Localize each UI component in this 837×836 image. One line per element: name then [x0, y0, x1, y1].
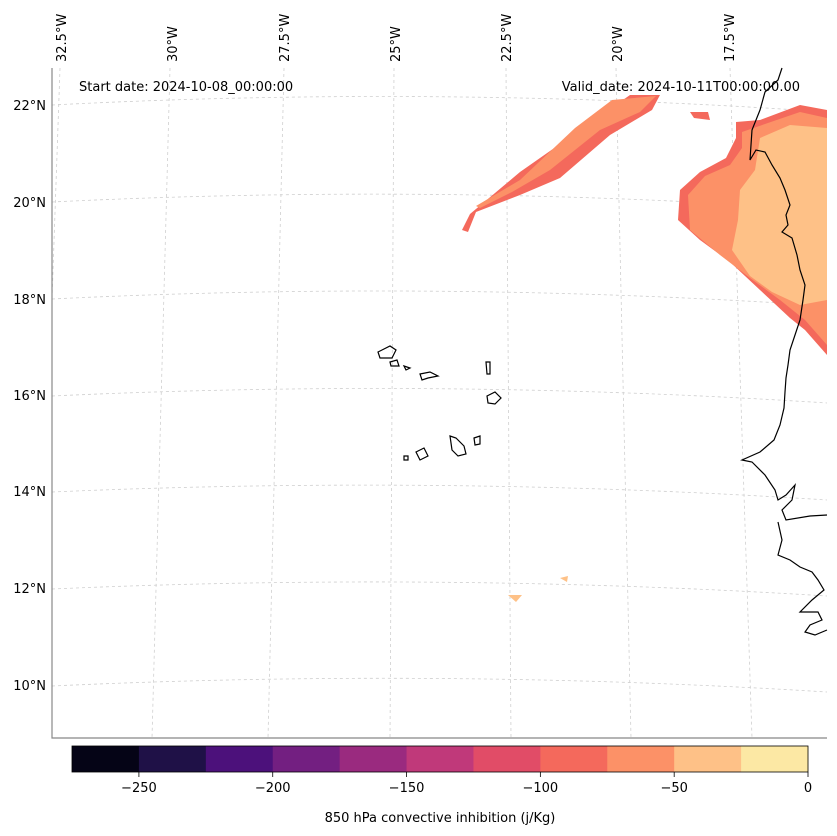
lat-gridline-20n	[51, 193, 828, 211]
lat-gridline-18n	[51, 290, 828, 307]
island-santiago	[449, 435, 467, 457]
lat-label-18n: 18°N	[13, 293, 46, 308]
colorbar-tick-label: −100	[523, 781, 559, 796]
colorbar-ticks: −250 −200 −150 −100 −50 0	[121, 772, 812, 796]
island-sao-nicolau	[419, 371, 440, 381]
colorbar-tick-label: 0	[804, 781, 812, 796]
lon-label-20w: 20°W	[611, 26, 626, 62]
map-frame	[51, 68, 827, 739]
guinea-bissau-coastline	[777, 521, 828, 636]
island-brava	[403, 455, 409, 461]
colorbar-segment	[406, 746, 474, 772]
lon-gridline-20w	[615, 67, 632, 739]
lon-label-22-5w: 22.5°W	[500, 14, 515, 62]
colorbar-label: 850 hPa convective inhibition (j/Kg)	[325, 811, 556, 826]
lon-label-30w: 30°W	[166, 26, 181, 62]
lat-label-12n: 12°N	[13, 582, 46, 597]
lon-gridline-27-5w	[267, 67, 285, 739]
contour-band-mid	[476, 96, 656, 208]
colorbar-segment	[674, 746, 742, 772]
island-maio	[473, 435, 481, 446]
island-santo-antao	[377, 345, 397, 359]
colorbar-segment	[138, 746, 207, 772]
colorbar-segment	[741, 746, 809, 772]
graticule	[51, 67, 828, 739]
island-boa-vista	[486, 391, 502, 405]
lat-gridline-10n	[51, 677, 828, 693]
colorbar-segment	[72, 746, 140, 772]
colorbar: −250 −200 −150 −100 −50 0 850 hPa convective …	[71, 745, 812, 826]
colorbar-outline	[71, 745, 809, 773]
lon-label-27-5w: 27.5°W	[278, 14, 293, 62]
colorbar-tick-label: −250	[121, 781, 157, 796]
lat-label-10n: 10°N	[13, 679, 46, 694]
island-santa-luzia	[402, 364, 412, 371]
colorbar-segment	[540, 746, 608, 772]
colorbar-tick-label: −50	[660, 781, 687, 796]
lon-gridline-17-5w	[729, 67, 753, 739]
contour-patch-south-a	[508, 595, 522, 602]
lon-gridline-30w	[151, 67, 171, 739]
colorbar-segments	[72, 746, 809, 772]
longitude-labels: 32.5°W 30°W 27.5°W 25°W 22.5°W 20°W 17.5…	[55, 14, 738, 62]
colorbar-tick-label: −150	[389, 781, 425, 796]
island-sal	[485, 361, 491, 375]
lat-gridline-22n	[51, 96, 828, 113]
lon-label-25w: 25°W	[389, 26, 404, 62]
colorbar-segment	[339, 746, 408, 772]
cin-contours	[462, 95, 827, 602]
start-date-label: Start date: 2024-10-08_00:00:00	[79, 80, 293, 95]
africa-coastline	[740, 67, 828, 521]
lat-gridline-14n	[51, 484, 828, 501]
lon-gridline-25w	[389, 67, 395, 739]
lat-label-14n: 14°N	[13, 485, 46, 500]
colorbar-segment	[205, 746, 274, 772]
contour-patch-north	[690, 112, 710, 120]
valid-date-label: Valid_date: 2024-10-11T00:00:00.00	[562, 80, 800, 95]
lon-gridline-32-5w	[51, 67, 61, 301]
contour-band-outer	[462, 95, 660, 232]
colorbar-segment	[272, 746, 341, 772]
lat-label-22n: 22°N	[13, 99, 46, 114]
lat-label-20n: 20°N	[13, 196, 46, 211]
contour-patch-south-b	[560, 576, 568, 582]
island-fogo	[415, 447, 429, 461]
lat-label-16n: 16°N	[13, 389, 46, 404]
lat-gridline-12n	[51, 581, 828, 597]
lon-label-17-5w: 17.5°W	[723, 14, 738, 62]
colorbar-segment	[473, 746, 541, 772]
latitude-labels: 22°N 20°N 18°N 16°N 14°N 12°N 10°N	[13, 99, 46, 694]
lat-gridline-16n	[51, 388, 828, 404]
island-sao-vicente	[389, 359, 400, 367]
lon-gridline-22-5w	[505, 67, 512, 739]
colorbar-tick-label: −200	[255, 781, 291, 796]
coastlines	[377, 67, 828, 636]
contour-coast-inner	[732, 125, 827, 305]
colorbar-segment	[607, 746, 675, 772]
lon-label-32-5w: 32.5°W	[55, 14, 70, 62]
